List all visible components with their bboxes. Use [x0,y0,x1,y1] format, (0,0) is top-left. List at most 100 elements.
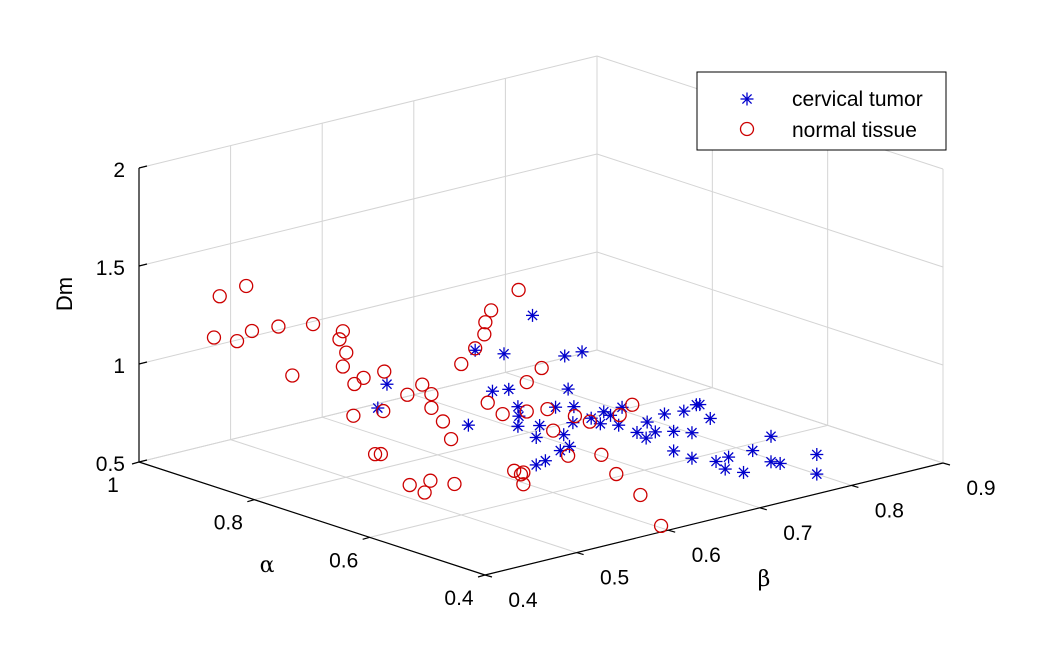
legend-label-normal-tissue: normal tissue [792,119,917,142]
point-cervical-tumor [485,384,499,398]
z-tick-mark [138,165,148,169]
point-cervical-tumor [640,415,654,429]
point-cervical-tumor [764,455,778,469]
point-cervical-tumor [703,411,717,425]
data-points [206,278,824,534]
point-cervical-tumor [461,418,475,432]
point-cervical-tumor [693,398,707,412]
point-normal-tissue [477,327,492,342]
legend-box [696,71,947,151]
z-tick-mark [138,263,148,267]
point-normal-tissue [594,447,609,462]
y-axis-line [138,461,486,576]
point-cervical-tumor [657,407,671,421]
point-normal-tissue [546,423,561,438]
x-tick-label: 0.8 [875,499,904,522]
floor-grid-line [322,416,669,531]
point-normal-tissue [367,446,383,462]
point-normal-tissue [400,387,415,402]
legend: cervical tumor normal tissue [696,71,947,151]
z-tick-mark [138,361,148,365]
point-normal-tissue [435,414,451,429]
y-tick-mark [131,461,140,465]
point-cervical-tumor [810,467,824,481]
point-cervical-tumor [380,377,394,391]
tick-labels: 0.40.50.60.70.80.90.40.60.810.511.52 [96,159,996,612]
side-wall-grid-line [596,251,944,366]
y-tick-label: 0.4 [444,587,474,610]
floor-grid-line [413,394,760,509]
point-normal-tissue [480,395,495,410]
x-tick-mark [759,507,767,511]
point-cervical-tumor [630,425,644,439]
y-tick-mark [477,574,486,578]
floor-grid-line [254,387,713,501]
point-normal-tissue [513,467,529,482]
point-cervical-tumor [667,424,681,438]
point-normal-tissue [335,324,351,339]
point-normal-tissue [239,278,254,294]
point-normal-tissue [612,407,627,423]
legend-label-cervical-tumor: cervical tumor [792,88,923,111]
point-normal-tissue [339,345,354,360]
point-normal-tissue [633,487,648,503]
z-tick-mark [138,459,148,463]
x-tick-label: 0.4 [508,589,538,612]
x-axis-line [484,462,944,576]
point-normal-tissue [516,465,531,480]
back-wall-grid-line [138,153,598,267]
axes [131,165,951,578]
point-normal-tissue [483,303,499,318]
point-normal-tissue [356,370,371,386]
point-normal-tissue [415,377,430,392]
point-cervical-tumor [511,419,525,433]
point-normal-tissue [507,463,522,478]
x-tick-mark [668,529,676,533]
point-normal-tissue [454,356,469,372]
point-normal-tissue [625,397,640,412]
y-tick-mark [247,499,255,503]
point-cervical-tumor [746,444,760,458]
z-axis-label: Dm [52,277,77,311]
y-tick-label: 0.6 [329,549,358,572]
point-cervical-tumor [562,439,576,453]
back-wall-grid-line [138,251,598,365]
point-cervical-tumor [512,409,526,423]
point-cervical-tumor [639,431,653,445]
point-normal-tissue [582,414,597,429]
point-cervical-tumor [737,465,751,479]
point-normal-tissue [285,368,300,383]
point-normal-tissue [560,448,576,463]
point-normal-tissue [244,323,260,339]
point-normal-tissue [495,406,510,422]
point-cervical-tumor [502,382,516,396]
point-cervical-tumor [685,451,699,465]
point-normal-tissue [609,466,624,482]
point-normal-tissue [229,333,245,349]
z-tick-label: 1 [113,355,125,378]
side-wall-grid-line [596,153,944,268]
x-tick-mark [942,462,951,466]
z-tick-label: 1.5 [96,257,125,280]
point-cervical-tumor [773,456,787,470]
point-normal-tissue [478,315,493,330]
point-cervical-tumor [648,425,662,439]
legend-marker-symbol [740,92,754,106]
point-cervical-tumor [561,382,575,396]
point-normal-tissue [376,403,391,419]
point-cervical-tumor [667,444,681,458]
side-wall-grid-line [596,349,944,464]
point-normal-tissue [653,518,669,534]
y-tick-mark [362,536,370,540]
point-normal-tissue [206,330,222,345]
point-cervical-tumor [538,454,552,468]
point-normal-tissue [305,316,321,332]
point-normal-tissue [373,446,389,462]
y-tick-label: 1 [107,474,119,497]
point-cervical-tumor [575,345,589,359]
point-cervical-tumor [718,462,732,476]
point-cervical-tumor [597,405,611,419]
point-cervical-tumor [557,428,571,442]
z-tick-label: 2 [113,159,125,182]
back-wall-grid-line [138,55,598,169]
